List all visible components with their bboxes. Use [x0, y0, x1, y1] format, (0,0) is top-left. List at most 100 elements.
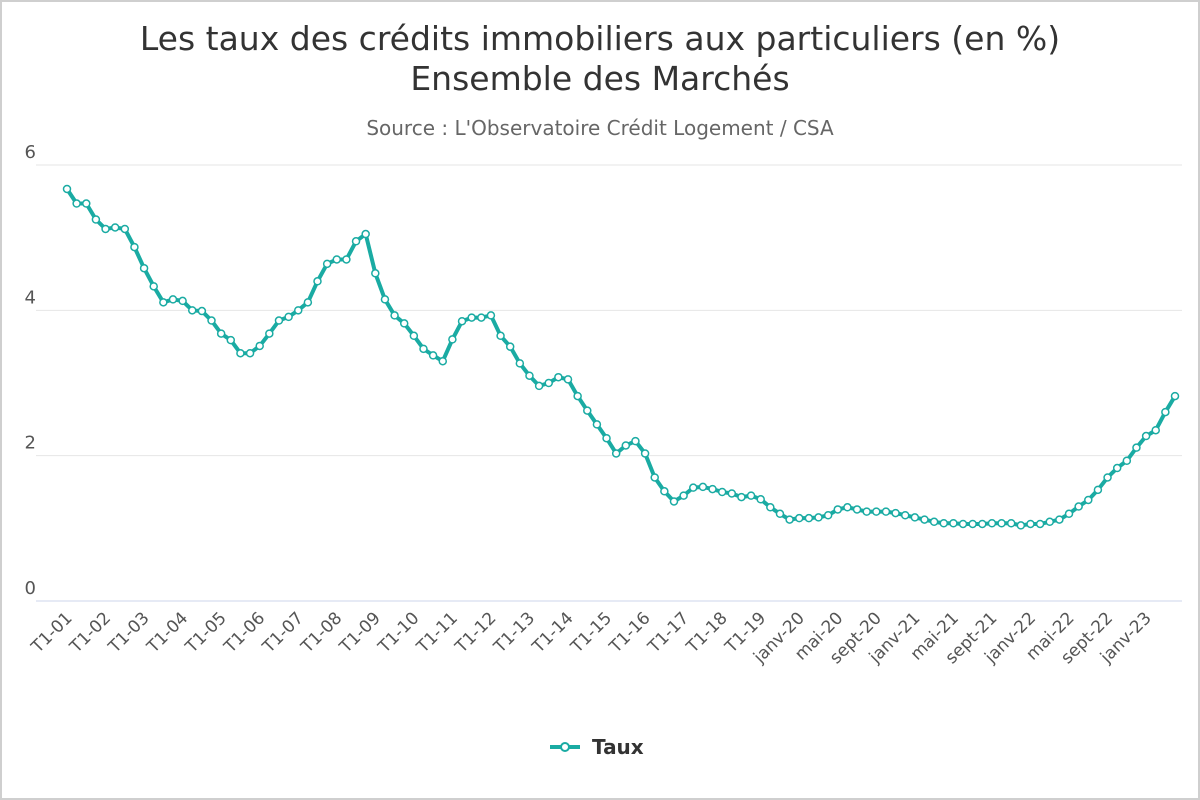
data-point[interactable]	[62, 184, 72, 194]
data-point[interactable]	[1151, 425, 1160, 435]
data-point[interactable]	[1064, 509, 1074, 519]
data-point[interactable]	[1132, 443, 1141, 452]
data-point[interactable]	[968, 519, 977, 529]
data-point[interactable]	[428, 351, 438, 360]
data-point[interactable]	[823, 511, 833, 520]
data-point[interactable]	[322, 259, 332, 269]
data-point[interactable]	[554, 372, 563, 382]
data-point[interactable]	[361, 229, 370, 239]
data-point[interactable]	[737, 492, 746, 502]
data-point[interactable]	[110, 223, 120, 232]
data-point[interactable]	[139, 263, 149, 273]
data-point[interactable]	[563, 375, 573, 384]
data-point[interactable]	[698, 482, 708, 492]
data-point[interactable]	[1035, 519, 1045, 529]
data-point[interactable]	[1141, 431, 1151, 441]
data-point[interactable]	[168, 295, 178, 304]
data-point[interactable]	[293, 306, 303, 315]
data-point[interactable]	[1103, 473, 1112, 482]
data-point[interactable]	[313, 277, 322, 286]
data-point[interactable]	[544, 378, 553, 388]
data-point[interactable]	[82, 199, 91, 208]
data-point[interactable]	[525, 371, 534, 380]
data-point[interactable]	[178, 296, 187, 306]
data-point[interactable]	[881, 507, 891, 516]
data-point[interactable]	[120, 224, 130, 234]
data-point[interactable]	[1112, 463, 1122, 473]
data-point[interactable]	[390, 311, 399, 320]
data-point[interactable]	[1084, 495, 1093, 505]
data-point[interactable]	[640, 449, 650, 458]
data-point[interactable]	[207, 316, 216, 325]
data-point[interactable]	[978, 519, 987, 529]
data-point[interactable]	[101, 224, 110, 234]
data-point[interactable]	[332, 255, 342, 264]
data-point[interactable]	[650, 473, 659, 482]
data-point[interactable]	[939, 519, 949, 528]
data-point[interactable]	[1074, 502, 1083, 511]
data-point[interactable]	[236, 348, 245, 358]
data-point[interactable]	[920, 515, 929, 524]
data-point[interactable]	[872, 507, 881, 516]
data-point[interactable]	[621, 441, 631, 450]
data-point[interactable]	[900, 511, 910, 520]
data-point[interactable]	[380, 295, 390, 304]
data-point[interactable]	[448, 335, 457, 344]
data-point[interactable]	[727, 489, 737, 498]
data-point[interactable]	[852, 505, 862, 514]
data-point[interactable]	[814, 513, 823, 522]
data-point[interactable]	[929, 517, 939, 527]
data-point[interactable]	[477, 313, 486, 322]
data-point[interactable]	[496, 331, 505, 341]
data-point[interactable]	[843, 503, 852, 512]
data-point[interactable]	[1045, 517, 1054, 527]
data-point[interactable]	[130, 242, 139, 252]
data-point[interactable]	[775, 509, 785, 519]
data-point[interactable]	[197, 306, 207, 316]
data-point[interactable]	[679, 491, 688, 500]
data-point[interactable]	[987, 519, 997, 528]
data-point[interactable]	[833, 505, 843, 514]
data-point[interactable]	[438, 356, 448, 366]
data-point[interactable]	[573, 391, 582, 401]
data-point[interactable]	[245, 348, 255, 358]
data-point[interactable]	[766, 503, 775, 512]
data-point[interactable]	[342, 255, 351, 264]
data-point[interactable]	[785, 515, 794, 524]
data-point[interactable]	[91, 215, 101, 224]
data-point[interactable]	[72, 199, 81, 208]
data-point[interactable]	[958, 519, 968, 529]
data-point[interactable]	[351, 237, 361, 246]
data-point[interactable]	[1055, 515, 1064, 524]
data-point[interactable]	[1006, 519, 1016, 528]
data-point[interactable]	[515, 359, 525, 368]
data-point[interactable]	[486, 311, 496, 320]
data-point[interactable]	[717, 487, 727, 497]
data-point[interactable]	[756, 495, 765, 504]
data-point[interactable]	[409, 331, 419, 341]
data-point[interactable]	[910, 513, 920, 522]
data-point[interactable]	[997, 519, 1006, 528]
data-point[interactable]	[265, 329, 274, 338]
legend[interactable]: Taux	[550, 735, 644, 759]
data-point[interactable]	[631, 436, 640, 446]
data-point[interactable]	[746, 491, 756, 500]
data-point[interactable]	[149, 282, 158, 291]
data-point[interactable]	[602, 433, 611, 443]
data-point[interactable]	[371, 269, 380, 278]
data-point[interactable]	[611, 449, 621, 458]
data-point[interactable]	[1161, 407, 1170, 417]
data-point[interactable]	[1026, 519, 1035, 529]
data-point[interactable]	[949, 519, 958, 528]
data-point[interactable]	[188, 306, 197, 315]
data-point[interactable]	[216, 329, 226, 338]
data-point[interactable]	[689, 483, 698, 492]
data-point[interactable]	[457, 316, 467, 326]
data-point[interactable]	[255, 341, 264, 351]
data-point[interactable]	[592, 420, 602, 429]
data-point[interactable]	[303, 298, 313, 307]
data-point[interactable]	[534, 381, 544, 391]
data-point[interactable]	[708, 484, 717, 494]
data-point[interactable]	[669, 497, 679, 506]
data-point[interactable]	[1170, 391, 1180, 401]
